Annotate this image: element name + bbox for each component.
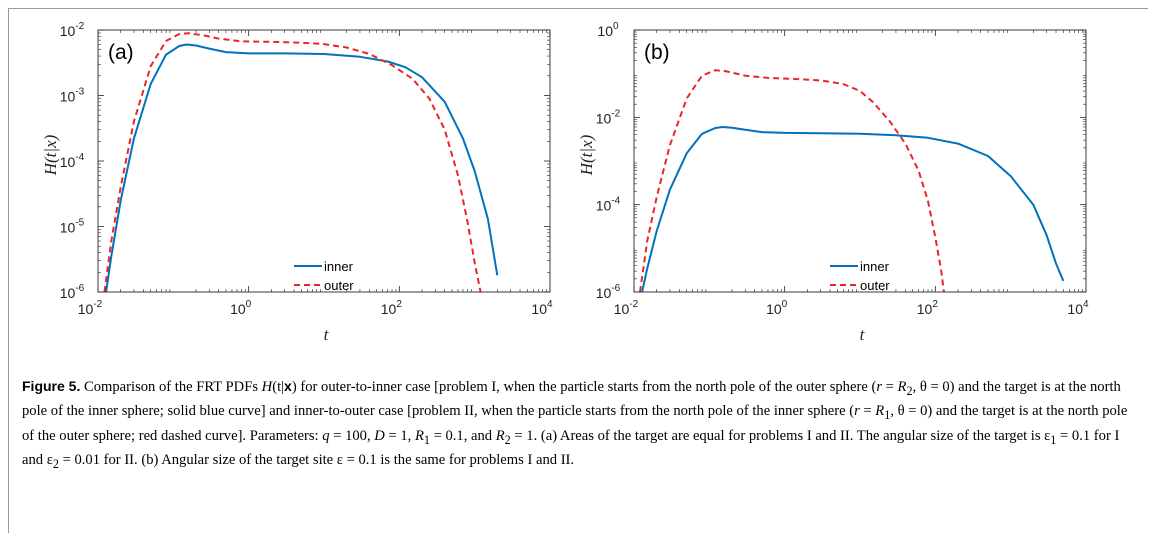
x-tick-label: 10-2	[614, 299, 639, 317]
y-tick-label: 10-6	[596, 283, 621, 301]
panel-label: (a)	[108, 41, 134, 64]
plot-area	[98, 30, 550, 292]
y-tick-label: 10-5	[60, 218, 85, 236]
x-tick-label: 102	[381, 299, 403, 317]
legend-label-outer: outer	[860, 278, 890, 293]
figure-label: Figure 5.	[22, 378, 81, 394]
x-axis-label: t	[860, 325, 866, 344]
axes-box	[633, 29, 1087, 293]
x-tick-label: 100	[230, 299, 252, 317]
chart-panel-a: 10-2 100 102 104 10-6 10-5 10-4 10-3 10-2 (a) t H(t…	[44, 21, 553, 344]
x-tick-label: 100	[766, 299, 788, 317]
y-tick-label: 10-6	[60, 283, 85, 301]
panel-label: (b)	[644, 41, 670, 64]
figure-caption: Figure 5. Comparison of the FRT PDFs H(t…	[22, 378, 1128, 472]
y-axis-label: H(t|x)	[44, 134, 60, 176]
y-tick-label: 10-4	[596, 196, 621, 214]
y-tick-label: 100	[597, 21, 619, 39]
chart-panel-b: 10-2 100 102 104 10-6 10-4 10-2 100 (b) t H(t|x) in…	[580, 21, 1089, 344]
y-tick-label: 10-3	[60, 87, 85, 105]
x-axis-label: t	[324, 325, 330, 344]
series-line-outer	[639, 69, 945, 292]
y-axis-label: H(t|x)	[580, 134, 596, 176]
y-tick-label: 10-4	[60, 152, 85, 170]
legend-label-inner: inner	[860, 259, 890, 274]
plot-area	[634, 30, 1086, 292]
figure-frame	[8, 8, 1148, 533]
y-tick-label: 10-2	[596, 108, 621, 126]
y-tick-label: 10-2	[60, 21, 85, 39]
x-tick-label: 104	[531, 299, 553, 317]
x-tick-label: 10-2	[78, 299, 103, 317]
series-line-inner	[641, 126, 1065, 292]
axes-box	[97, 29, 551, 293]
x-tick-label: 104	[1067, 299, 1089, 317]
x-tick-label: 102	[917, 299, 939, 317]
series-line-inner	[105, 43, 499, 292]
legend-label-outer: outer	[324, 278, 354, 293]
legend-label-inner: inner	[324, 259, 354, 274]
series-line-outer	[103, 32, 482, 292]
